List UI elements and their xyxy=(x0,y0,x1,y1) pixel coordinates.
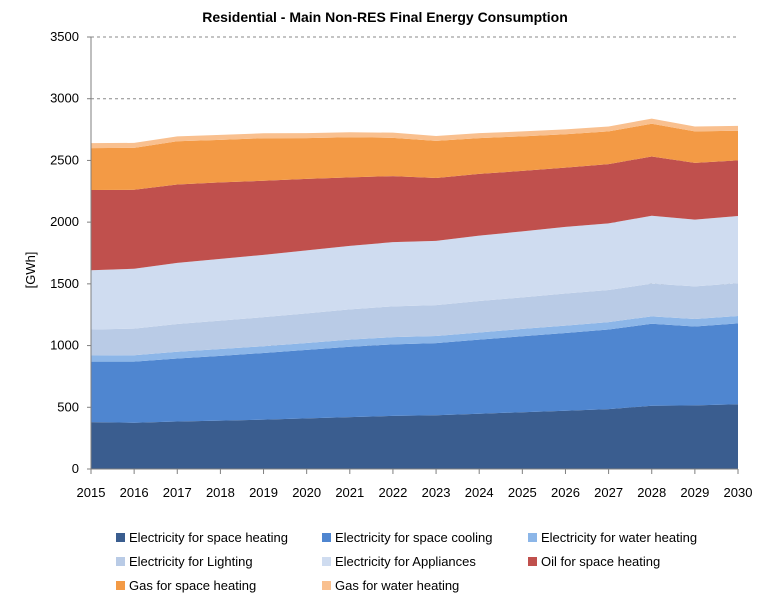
legend-label: Gas for water heating xyxy=(335,578,459,593)
legend: Electricity for space heating Electricity… xyxy=(116,530,697,593)
y-tick-labels: 0 500 1000 1500 2000 2500 3000 3500 xyxy=(50,29,79,476)
x-tick-label-2029: 2029 xyxy=(680,485,709,500)
legend-label: Electricity for Lighting xyxy=(129,554,253,569)
area-series-6 xyxy=(91,156,738,271)
legend-swatch xyxy=(322,581,331,590)
legend-item-3: Electricity for water heating xyxy=(528,530,697,545)
legend-swatch xyxy=(322,533,331,542)
y-tick-label-2000: 2000 xyxy=(50,214,79,229)
y-tick-label-1500: 1500 xyxy=(50,276,79,291)
x-tick-label-2030: 2030 xyxy=(724,485,753,500)
legend-item-1: Electricity for space heating xyxy=(116,530,288,545)
area-series-3 xyxy=(91,315,738,362)
x-tick-label-2025: 2025 xyxy=(508,485,537,500)
x-tick-label-2016: 2016 xyxy=(120,485,149,500)
y-tick-label-500: 500 xyxy=(57,399,79,414)
x-tick-label-2019: 2019 xyxy=(249,485,278,500)
legend-item-8: Gas for water heating xyxy=(322,578,459,593)
legend-item-4: Electricity for Lighting xyxy=(116,554,253,569)
legend-item-6: Oil for space heating xyxy=(528,554,660,569)
legend-swatch xyxy=(528,533,537,542)
chart-title: Residential - Main Non-RES Final Energy … xyxy=(202,9,568,25)
y-tick-label-3500: 3500 xyxy=(50,29,79,44)
legend-swatch xyxy=(322,557,331,566)
x-tick-label-2017: 2017 xyxy=(163,485,192,500)
area-series-2 xyxy=(91,323,738,423)
x-tick-label-2024: 2024 xyxy=(465,485,494,500)
legend-item-7: Gas for space heating xyxy=(116,578,256,593)
y-tick-label-0: 0 xyxy=(72,461,79,476)
y-tick-label-2500: 2500 xyxy=(50,152,79,167)
axes xyxy=(87,36,739,474)
legend-label: Gas for space heating xyxy=(129,578,256,593)
legend-swatch xyxy=(116,581,125,590)
legend-swatch xyxy=(528,557,537,566)
y-tick-label-3000: 3000 xyxy=(50,91,79,106)
area-series-7 xyxy=(91,123,738,191)
legend-item-5: Electricity for Appliances xyxy=(322,554,476,569)
x-tick-label-2018: 2018 xyxy=(206,485,235,500)
legend-item-2: Electricity for space cooling xyxy=(322,530,493,545)
x-tick-label-2023: 2023 xyxy=(422,485,451,500)
legend-swatch xyxy=(116,533,125,542)
x-tick-label-2020: 2020 xyxy=(292,485,321,500)
area-series-5 xyxy=(91,215,738,330)
legend-label: Oil for space heating xyxy=(541,554,660,569)
plot-area xyxy=(91,118,738,469)
x-tick-label-2028: 2028 xyxy=(637,485,666,500)
legend-label: Electricity for space heating xyxy=(129,530,288,545)
legend-label: Electricity for water heating xyxy=(541,530,697,545)
y-tick-label-1000: 1000 xyxy=(50,338,79,353)
area-series-4 xyxy=(91,283,738,356)
legend-swatch xyxy=(116,557,125,566)
x-tick-label-2022: 2022 xyxy=(378,485,407,500)
x-tick-label-2027: 2027 xyxy=(594,485,623,500)
legend-label: Electricity for Appliances xyxy=(335,554,476,569)
y-axis-label: [GWh] xyxy=(23,252,38,289)
x-tick-label-2021: 2021 xyxy=(335,485,364,500)
area-series-1 xyxy=(91,404,738,469)
x-tick-labels: 2015 2016 2017 2018 2019 2020 2021 2022 2023 2024… xyxy=(77,485,753,500)
x-tick-label-2026: 2026 xyxy=(551,485,580,500)
x-tick-label-2015: 2015 xyxy=(77,485,106,500)
legend-label: Electricity for space cooling xyxy=(335,530,493,545)
